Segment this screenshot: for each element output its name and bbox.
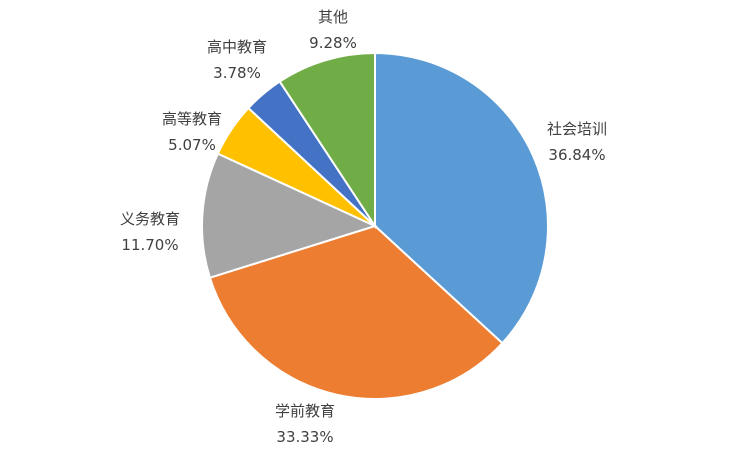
slice-name: 社会培训 <box>546 120 608 138</box>
slice-name: 高中教育 <box>206 38 268 56</box>
slice-name: 其他 <box>317 8 348 26</box>
slice-name: 高等教育 <box>161 110 223 128</box>
pie-slice-1 <box>208 224 504 400</box>
slice-percent: 9.28% <box>309 34 357 52</box>
slice-percent: 11.70% <box>121 236 179 254</box>
slice-name: 学前教育 <box>274 402 336 420</box>
slice-percent: 33.33% <box>276 428 334 446</box>
data-label-3: 高等教育 5.07% <box>162 106 222 158</box>
data-label-0: 社会培训 36.84% <box>547 116 607 168</box>
data-label-4: 高中教育 3.78% <box>207 34 267 86</box>
pie-slice-5 <box>278 51 376 230</box>
data-label-5: 其他 9.28% <box>309 4 357 56</box>
slice-percent: 3.78% <box>213 64 261 82</box>
pie-slice-2 <box>201 152 378 279</box>
slice-name: 义务教育 <box>119 210 181 228</box>
slice-percent: 36.84% <box>548 146 606 164</box>
pie-slice-0 <box>374 51 549 345</box>
data-label-2: 义务教育 11.70% <box>120 206 180 258</box>
slice-percent: 5.07% <box>168 136 216 154</box>
data-label-1: 学前教育 33.33% <box>275 398 335 450</box>
